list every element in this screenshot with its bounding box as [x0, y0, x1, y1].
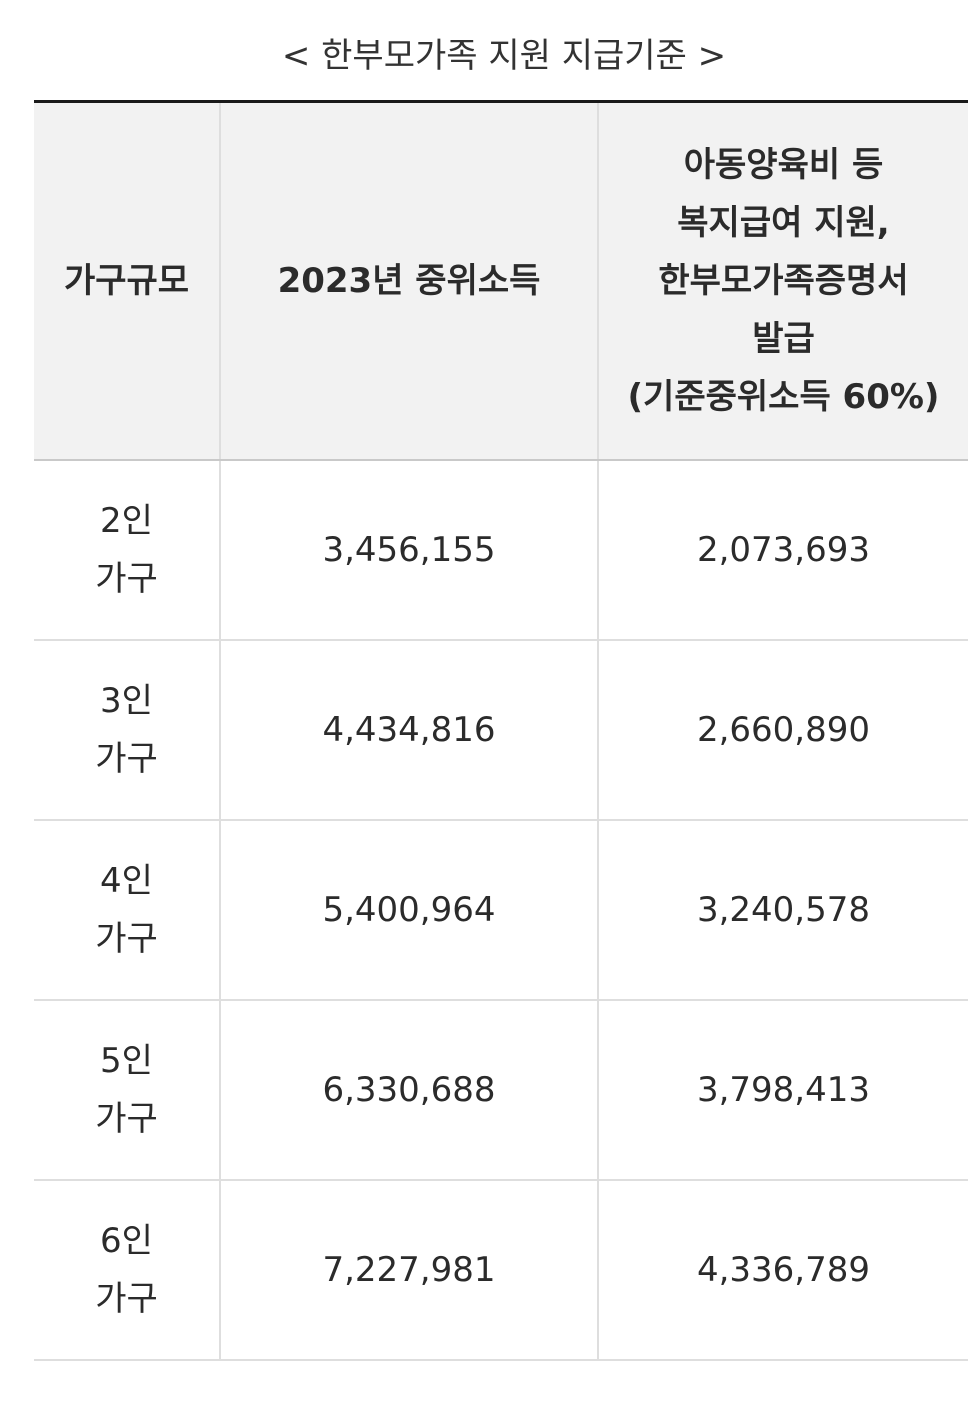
table-row: 3인 가구 4,434,816 2,660,890: [34, 639, 968, 821]
header-support-line: 아동양육비 등: [683, 144, 884, 185]
household-size-unit: 가구: [95, 738, 158, 779]
median-income-cell: 4,434,816: [219, 639, 598, 821]
table-body: 2인 가구 3,456,155 2,073,693 3인 가구 4,434,81…: [34, 459, 968, 1361]
header-support-line: (기준중위소득 60%): [627, 376, 940, 417]
household-size-cell: 2인 가구: [34, 459, 220, 641]
header-support-line: 한부모가족증명서: [658, 260, 909, 301]
header-support-line: 발급: [752, 318, 815, 359]
median-income-cell: 3,456,155: [219, 459, 598, 641]
household-size-number: 6인: [100, 1220, 153, 1261]
table-row: 6인 가구 7,227,981 4,336,789: [34, 1179, 968, 1361]
median-income-cell: 7,227,981: [219, 1179, 598, 1361]
household-size-cell: 6인 가구: [34, 1179, 220, 1361]
support-amount-cell: 3,240,578: [597, 819, 968, 1001]
header-row: 가구규모 2023년 중위소득 아동양육비 등 복지급여 지원, 한부모가족증명…: [34, 100, 968, 461]
household-size-unit: 가구: [95, 1098, 158, 1139]
table-row: 4인 가구 5,400,964 3,240,578: [34, 819, 968, 1001]
table-row: 5인 가구 6,330,688 3,798,413: [34, 999, 968, 1181]
header-support-criteria: 아동양육비 등 복지급여 지원, 한부모가족증명서 발급 (기준중위소득 60%…: [597, 100, 968, 461]
table-header: 가구규모 2023년 중위소득 아동양육비 등 복지급여 지원, 한부모가족증명…: [34, 100, 968, 461]
support-amount-cell: 3,798,413: [597, 999, 968, 1181]
table-row: 2인 가구 3,456,155 2,073,693: [34, 459, 968, 641]
household-size-unit: 가구: [95, 1278, 158, 1319]
household-size-cell: 4인 가구: [34, 819, 220, 1001]
median-income-cell: 6,330,688: [219, 999, 598, 1181]
header-median-income-2023: 2023년 중위소득: [219, 100, 598, 461]
household-size-number: 5인: [100, 1040, 153, 1081]
household-size-number: 3인: [100, 680, 153, 721]
household-size-number: 4인: [100, 860, 153, 901]
household-size-unit: 가구: [95, 558, 158, 599]
table-caption: < 한부모가족 지원 지급기준 >: [281, 36, 727, 76]
support-criteria-table: 가구규모 2023년 중위소득 아동양육비 등 복지급여 지원, 한부모가족증명…: [34, 100, 968, 1361]
household-size-cell: 5인 가구: [34, 999, 220, 1181]
header-household-size: 가구규모: [34, 100, 220, 461]
support-amount-cell: 4,336,789: [597, 1179, 968, 1361]
household-size-unit: 가구: [95, 918, 158, 959]
household-size-cell: 3인 가구: [34, 639, 220, 821]
support-amount-cell: 2,660,890: [597, 639, 968, 821]
household-size-number: 2인: [100, 500, 153, 541]
header-support-line: 복지급여 지원,: [677, 202, 890, 243]
support-amount-cell: 2,073,693: [597, 459, 968, 641]
median-income-cell: 5,400,964: [219, 819, 598, 1001]
